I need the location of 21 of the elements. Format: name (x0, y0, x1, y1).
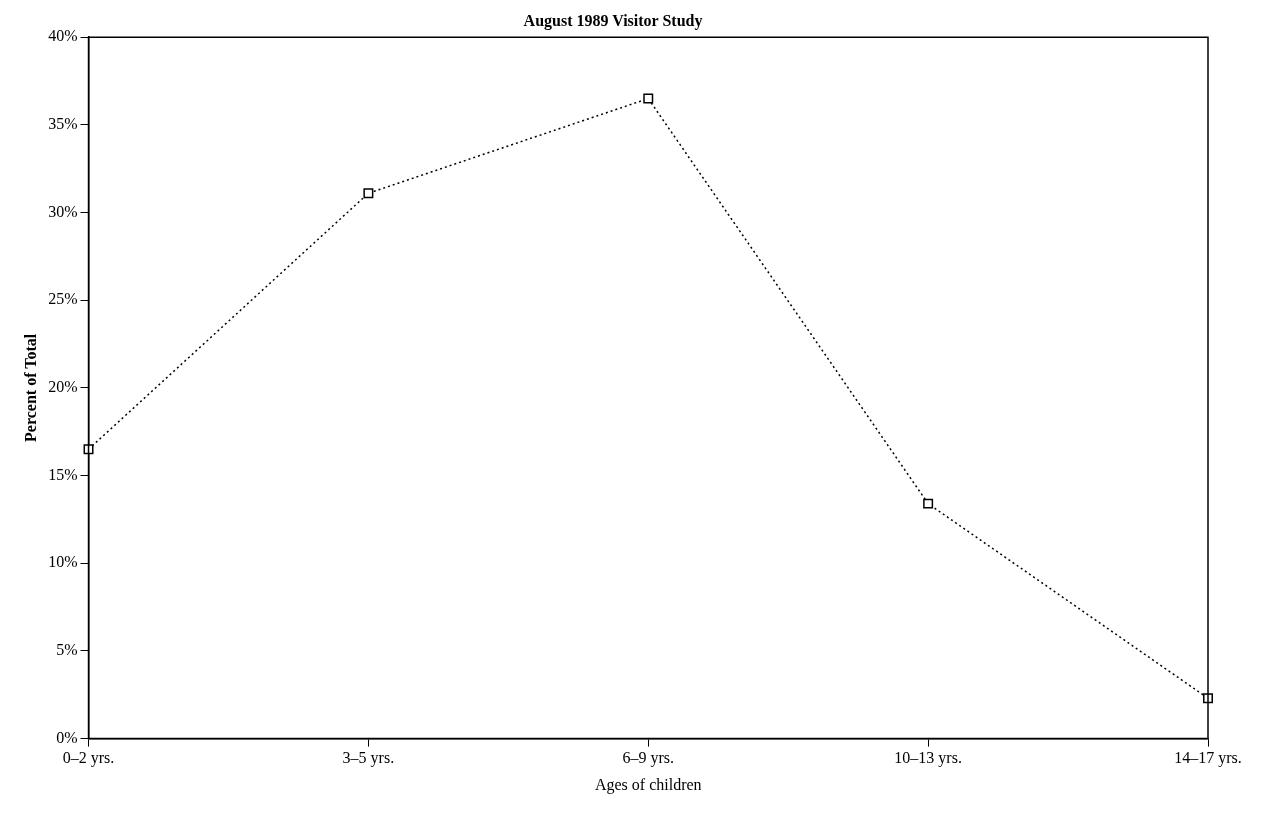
x-tick-label: 0–2 yrs. (62, 749, 115, 768)
y-tick-label: 0% (56, 728, 78, 746)
x-axis-title: Ages of children (594, 775, 702, 794)
point (363, 188, 374, 199)
y-tick-label: 40% (48, 27, 78, 45)
point (923, 498, 934, 509)
chart-title: August 1989 Visitor Study (523, 11, 703, 30)
x-tick-label: 10–13 yrs. (894, 749, 962, 768)
point (83, 444, 94, 455)
x-tick-label: 6–9 yrs. (622, 749, 675, 768)
y-tick-label: 35% (48, 115, 78, 133)
y-tick-label: 10% (48, 553, 78, 571)
y-tick-label: 30% (48, 202, 78, 220)
y-tick-label: 15% (48, 465, 78, 483)
x-tick-label: 14–17 yrs. (1174, 749, 1242, 768)
y-tick-label: 5% (56, 641, 78, 659)
y-tick-label: 20% (48, 378, 78, 396)
point (643, 93, 654, 104)
x-tick-label: 3–5 yrs. (342, 749, 395, 768)
y-tick-label: 25% (48, 290, 78, 308)
y-axis-title: Percent of Total (21, 333, 39, 442)
